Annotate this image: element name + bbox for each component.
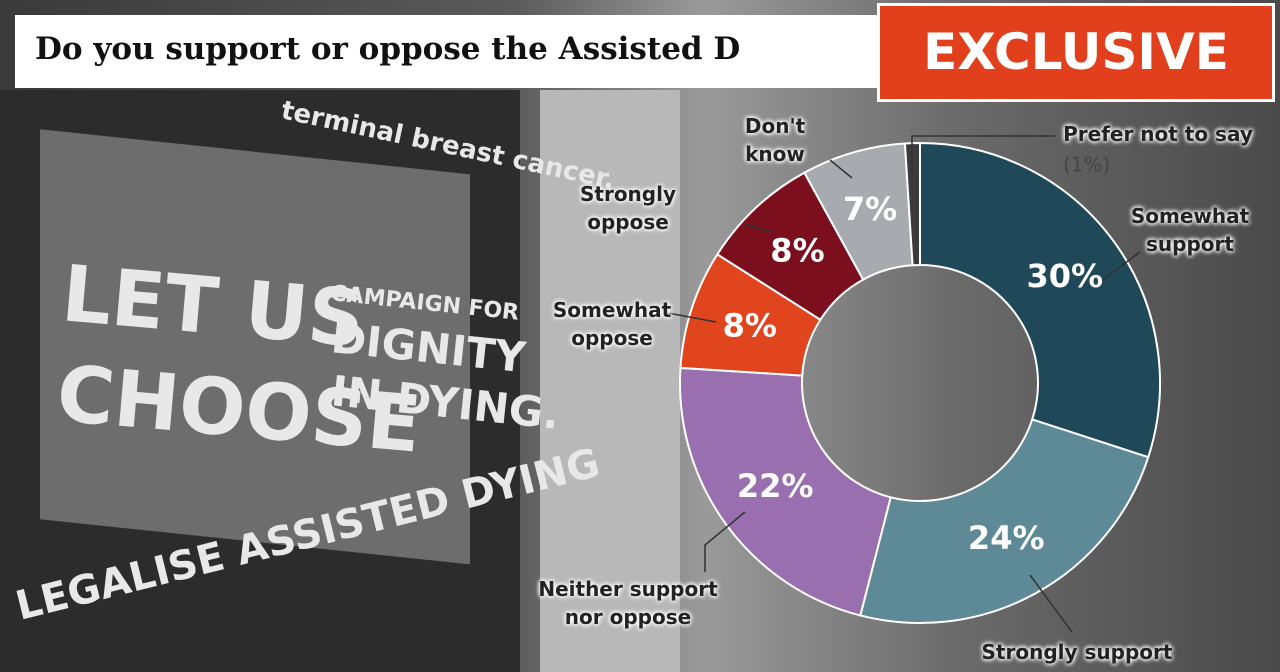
poster bbox=[40, 129, 470, 565]
value-label: 22% bbox=[737, 467, 814, 505]
category-label: Neither support nor oppose bbox=[538, 577, 718, 629]
category-label: Somewhat oppose bbox=[552, 298, 672, 350]
category-label: Don't know bbox=[744, 114, 806, 166]
value-label: (1%) bbox=[1063, 153, 1110, 177]
value-label: 8% bbox=[770, 232, 824, 270]
donut-slice bbox=[679, 366, 892, 617]
value-label: 7% bbox=[843, 190, 897, 228]
donut-slice bbox=[919, 141, 1161, 459]
category-label: Strongly oppose bbox=[579, 182, 676, 234]
leader-line bbox=[704, 511, 746, 572]
category-label: Somewhat support bbox=[1130, 204, 1250, 256]
leader-line bbox=[667, 312, 717, 323]
title-bar: Do you support or oppose the Assisted D bbox=[15, 15, 895, 88]
category-label: Prefer not to say bbox=[1063, 122, 1253, 146]
value-label: 24% bbox=[968, 519, 1045, 557]
category-label: Strongly support bbox=[981, 640, 1173, 664]
leader-line bbox=[911, 135, 1055, 175]
chart-title: Do you support or oppose the Assisted D bbox=[35, 31, 741, 67]
value-label: 8% bbox=[723, 307, 777, 345]
leader-line bbox=[744, 223, 773, 233]
leader-line bbox=[1029, 574, 1073, 633]
leader-line bbox=[1099, 251, 1141, 283]
exclusive-badge: EXCLUSIVE bbox=[877, 3, 1275, 102]
wall bbox=[540, 90, 680, 672]
leader-line bbox=[829, 159, 853, 179]
donut-slice bbox=[903, 141, 921, 267]
donut-slice bbox=[859, 418, 1150, 624]
value-label: 30% bbox=[1027, 257, 1104, 295]
